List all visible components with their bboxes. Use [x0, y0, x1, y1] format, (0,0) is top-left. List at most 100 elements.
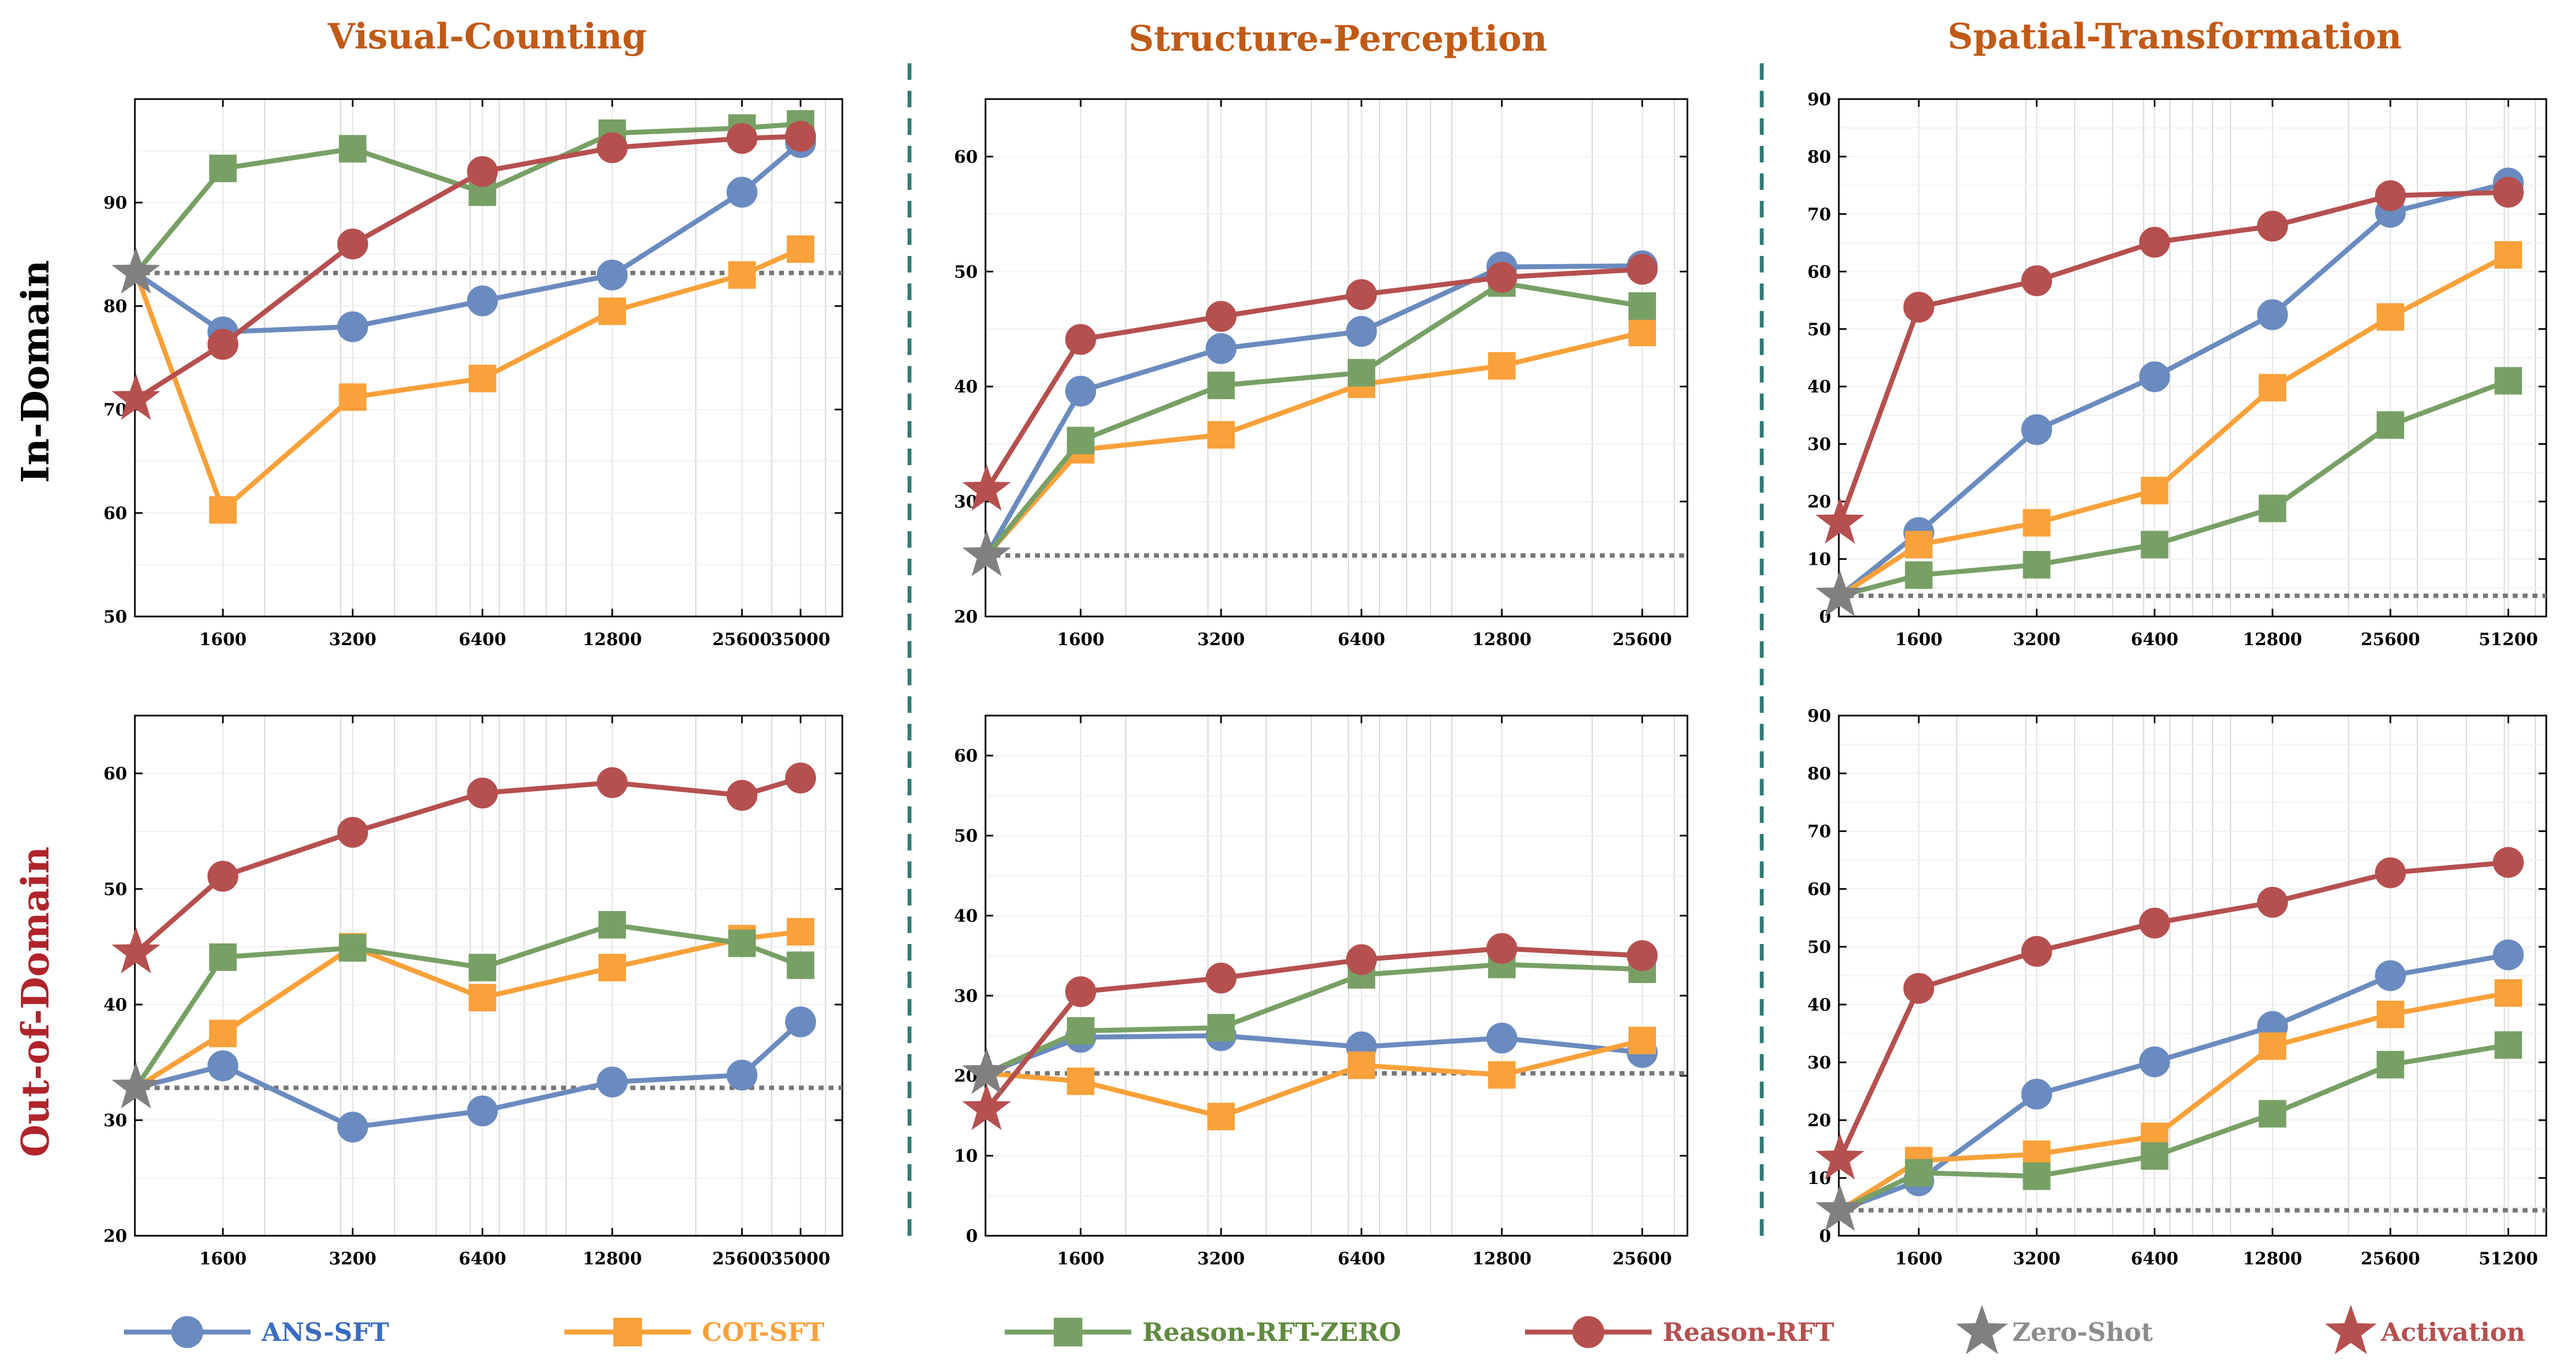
data-point-rft_zero — [728, 929, 756, 957]
zero-shot-star — [111, 1062, 161, 1109]
data-point-cot_sft — [2376, 303, 2404, 331]
y-tick-label: 40 — [954, 906, 978, 926]
series-ans_sft — [135, 1006, 816, 1143]
x-tick-label: 12800 — [2243, 630, 2302, 650]
data-point-cot_sft — [2495, 241, 2523, 269]
legend-marker — [2324, 1305, 2377, 1355]
x-tick-label: 1600 — [1057, 1249, 1104, 1269]
data-point-cot_sft — [1347, 1051, 1375, 1079]
series-line-cot_sft — [986, 1038, 1643, 1119]
data-point-ans_sft — [2021, 414, 2052, 445]
data-point-cot_sft — [469, 364, 497, 392]
data-point-rft_zero — [2258, 494, 2286, 522]
data-point-rft — [785, 762, 816, 794]
data-point-cot_sft — [1207, 1103, 1235, 1131]
series-rft_zero — [984, 269, 1656, 558]
data-point-rft_zero — [2023, 551, 2051, 579]
y-tick-label: 20 — [1807, 492, 1831, 512]
y-tick-label: 10 — [954, 1147, 978, 1166]
x-tick-label: 35000 — [771, 630, 830, 650]
x-tick-label: 3200 — [329, 1249, 376, 1269]
data-point-ans_sft — [2493, 939, 2524, 970]
data-point-ans_sft — [207, 1050, 238, 1082]
y-tick-label: 80 — [1807, 764, 1831, 784]
legend-item-activation: Activation — [2324, 1305, 2525, 1355]
data-point-rft_zero — [2023, 1162, 2051, 1190]
data-point-rft — [2021, 936, 2052, 967]
series-line-rft_zero — [1839, 378, 2509, 598]
x-tick-label: 6400 — [2131, 1249, 2178, 1269]
legend-item-cot_sft: COT-SFT — [564, 1317, 825, 1347]
data-point-cot_sft — [469, 984, 497, 1012]
data-point-rft_zero — [339, 135, 367, 163]
data-point-cot_sft — [339, 383, 367, 411]
legend-marker — [1956, 1305, 2008, 1355]
x-tick-label: 25600 — [2361, 1249, 2420, 1269]
data-point-rft_zero — [2376, 411, 2404, 439]
series-line-cot_sft — [984, 330, 1643, 558]
x-tick-label: 51200 — [2479, 630, 2538, 650]
series-rft_zero — [134, 911, 815, 1089]
zero-shot-star — [962, 530, 1011, 576]
series-rft — [1837, 847, 2524, 1160]
legend-marker — [1572, 1316, 1604, 1348]
x-tick-label: 12800 — [1472, 1249, 1532, 1269]
series-line-rft_zero — [134, 121, 801, 275]
data-point-rft — [1346, 279, 1377, 310]
data-point-ans_sft — [2139, 361, 2170, 392]
data-point-ans_sft — [337, 311, 368, 342]
data-point-cot_sft — [1628, 319, 1656, 347]
series-cot_sft — [133, 235, 815, 524]
data-point-rft — [1903, 973, 1935, 1004]
y-tick-label: 40 — [1807, 377, 1831, 397]
x-tick-label: 3200 — [2013, 630, 2060, 650]
data-point-rft — [1065, 976, 1096, 1007]
legend-label: Reason-RFT — [1663, 1317, 1834, 1347]
y-tick-label: 50 — [104, 607, 127, 627]
x-tick-label: 51200 — [2479, 1249, 2538, 1269]
legend: ANS-SFT COT-SFT Reason-RFT-ZERO Reason-RFT Z… — [124, 1305, 2525, 1355]
y-tick-label: 0 — [1819, 1226, 1831, 1246]
y-tick-label: 40 — [954, 377, 978, 397]
row-title-in-domain: In-Domain — [14, 260, 58, 483]
data-point-ans_sft — [467, 1095, 498, 1127]
legend-item-rft: Reason-RFT — [1525, 1316, 1834, 1348]
data-point-rft_zero — [2141, 1142, 2169, 1170]
data-point-cot_sft — [2023, 509, 2051, 537]
y-tick-label: 60 — [1807, 262, 1831, 282]
data-point-cot_sft — [2258, 374, 2286, 402]
data-point-rft — [2375, 180, 2406, 211]
data-point-rft — [337, 817, 368, 848]
legend-marker — [613, 1318, 642, 1346]
series-rft_zero — [1839, 367, 2523, 598]
y-tick-label: 90 — [1807, 706, 1831, 726]
series-line-ans_sft — [984, 263, 1642, 557]
y-tick-label: 70 — [1807, 205, 1831, 225]
x-tick-label: 3200 — [329, 630, 376, 650]
chart-panel-st-out: 0 10 20 30 40 50 60 70 80 90 1600 3200 6400 12800 2560… — [1807, 706, 2547, 1269]
x-tick-label: 35000 — [771, 1249, 830, 1269]
legend-label: ANS-SFT — [261, 1317, 389, 1347]
data-point-rft — [597, 132, 628, 163]
y-tick-label: 0 — [966, 1226, 978, 1246]
y-tick-label: 30 — [1807, 435, 1831, 455]
data-point-ans_sft — [597, 259, 628, 291]
data-point-rft — [1903, 292, 1935, 323]
data-point-rft_zero — [1207, 372, 1235, 400]
x-tick-label: 12800 — [582, 630, 642, 650]
data-point-cot_sft — [787, 235, 815, 263]
data-point-ans_sft — [1205, 333, 1237, 364]
x-tick-label: 3200 — [2013, 1249, 2060, 1269]
series-line-rft — [134, 776, 802, 954]
y-tick-label: 30 — [954, 986, 978, 1006]
series-rft — [984, 254, 1658, 492]
series-line-rft — [984, 946, 1643, 1111]
data-point-rft — [2139, 907, 2170, 939]
data-point-rft — [1626, 940, 1658, 972]
activation-star — [111, 927, 161, 974]
y-tick-label: 50 — [104, 880, 127, 899]
legend-label: COT-SFT — [702, 1317, 825, 1347]
